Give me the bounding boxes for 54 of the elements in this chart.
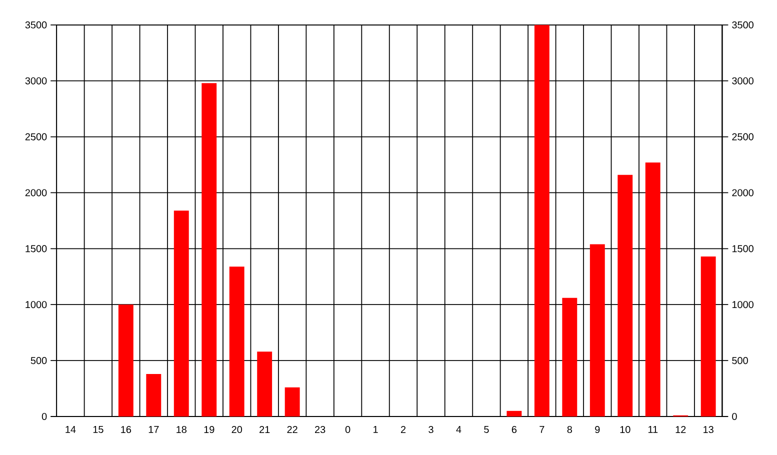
x-tick-label: 22 (287, 426, 298, 433)
x-tick-label: 19 (204, 426, 214, 433)
bar (146, 374, 162, 416)
y-tick-label: 2000 (25, 189, 47, 196)
x-tick-label: 16 (121, 426, 132, 433)
x-tick-label: 1 (374, 426, 378, 433)
bar (257, 351, 272, 416)
bar (700, 256, 716, 416)
x-tick-label: 10 (620, 426, 630, 433)
x-tick-label: 15 (93, 426, 104, 433)
y2-tick-label: 0 (732, 412, 737, 420)
x-tick-label: 14 (66, 426, 76, 433)
bar (645, 162, 660, 416)
y-tick-label: 500 (30, 356, 47, 364)
bar (618, 174, 633, 416)
y-tick-label: 1000 (26, 300, 47, 308)
bar (118, 304, 134, 416)
x-tick-label: 23 (315, 426, 326, 433)
bar (229, 266, 244, 416)
x-tick-label: 9 (595, 426, 600, 433)
x-tick-label: 12 (676, 426, 686, 433)
y-tick-label: 3500 (25, 21, 47, 28)
x-tick-label: 5 (484, 426, 489, 433)
bar (534, 24, 550, 416)
x-tick-label: 4 (456, 426, 462, 433)
y-tick-label: 2500 (25, 133, 47, 140)
y2-tick-label: 2500 (732, 133, 754, 140)
y2-tick-label: 3000 (732, 77, 754, 84)
x-tick-label: 6 (512, 426, 517, 433)
x-tick-label: 0 (345, 426, 350, 433)
bar (202, 82, 217, 416)
y-tick-label: 1500 (26, 244, 47, 252)
y2-tick-label: 1000 (732, 300, 754, 308)
bar (174, 210, 189, 416)
y2-tick-label: 1500 (732, 244, 754, 252)
x-tick-label: 17 (148, 426, 159, 433)
x-tick-label: 21 (260, 426, 270, 433)
x-tick-label: 20 (232, 426, 242, 433)
x-tick-label: 8 (567, 426, 572, 433)
y2-tick-label: 2000 (732, 189, 754, 196)
x-tick-label: 11 (648, 426, 658, 433)
y-tick-label: 0 (42, 412, 47, 420)
x-tick-label: 13 (704, 426, 714, 433)
bar (506, 410, 522, 416)
bar (284, 387, 300, 416)
bar (562, 298, 578, 416)
x-tick-label: 2 (400, 426, 406, 433)
y2-tick-label: 3500 (732, 21, 754, 28)
x-tick-label: 7 (540, 426, 544, 433)
x-tick-label: 3 (428, 426, 434, 433)
x-tick-label: 18 (176, 426, 186, 433)
y-tick-label: 3000 (25, 77, 47, 84)
bar (590, 244, 605, 416)
y2-tick-label: 500 (732, 356, 748, 364)
